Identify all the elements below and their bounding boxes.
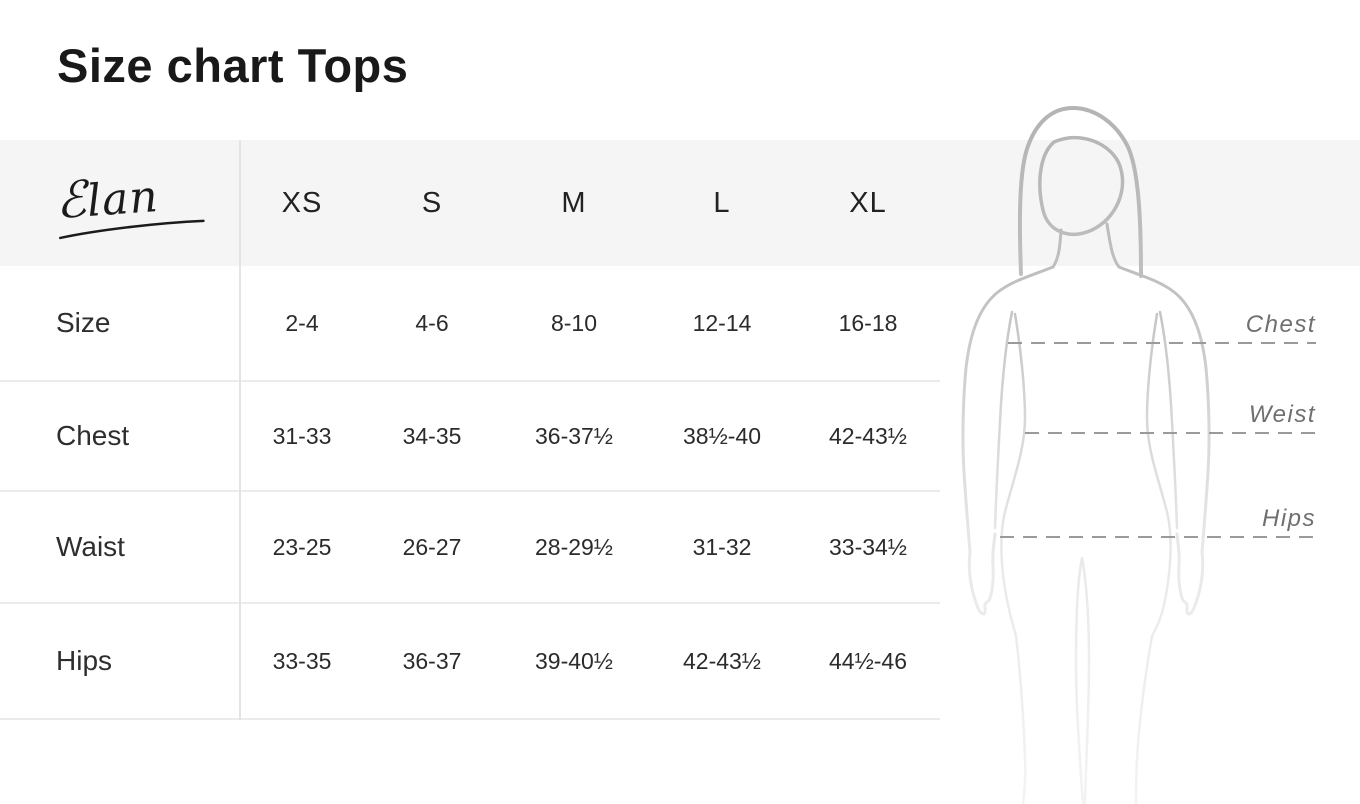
waist-m-value: 28-29½: [534, 533, 613, 560]
row-label-chest: Chest: [56, 420, 130, 451]
inner-legs-line: [1074, 556, 1091, 804]
table-row-hips: Hips 33-35 36-37 39-40½ 42-43½ 44½-46: [0, 604, 940, 720]
row-label-waist: Waist: [56, 531, 125, 562]
size-xl-value: 16-18: [838, 309, 898, 336]
right-arm-outline: [1117, 265, 1211, 616]
neck-left-line: [1051, 228, 1063, 269]
brand-logo-text: ℰlan: [53, 170, 161, 231]
column-header-xs: XS: [281, 186, 323, 219]
waist-l-value: 31-32: [692, 533, 752, 560]
face-outline: [1038, 135, 1125, 236]
row-label-size: Size: [56, 307, 111, 338]
waist-s-value: 26-27: [402, 533, 462, 560]
hips-xs-value: 33-35: [272, 647, 332, 674]
hair-outline: [1017, 106, 1143, 278]
waist-measure-label: Weist: [1249, 401, 1316, 428]
neck-right-line: [1105, 222, 1121, 269]
table-row-chest: Chest 31-33 34-35 36-37½ 38½-40 42-43½: [0, 382, 940, 492]
chest-xs-value: 31-33: [272, 422, 332, 449]
column-header-m: M: [561, 186, 587, 219]
table-row-size: Size 2-4 4-6 8-10 12-14 16-18: [0, 266, 940, 382]
hips-m-value: 39-40½: [534, 647, 613, 674]
brand-logo-underline: [59, 219, 205, 240]
chest-m-value: 36-37½: [534, 422, 613, 449]
table-header-row: ℰlan XS S M L XL: [0, 140, 940, 266]
table-row-waist: Waist 23-25 26-27 28-29½ 31-32 33-34½: [0, 492, 940, 604]
column-header-l: L: [713, 186, 731, 219]
chest-measure-label: Chest: [1246, 311, 1316, 338]
left-torso-leg-outline: [1000, 312, 1027, 804]
woman-silhouette: [961, 106, 1211, 804]
measurement-figure: Chest Weist Hips: [961, 106, 1316, 804]
waist-xl-value: 33-34½: [828, 533, 907, 560]
right-inner-arm-line: [1158, 310, 1179, 530]
left-inner-arm-line: [993, 310, 1014, 530]
row-label-hips: Hips: [56, 645, 113, 676]
column-header-s: S: [421, 186, 443, 219]
table-vertical-divider: [239, 140, 241, 720]
size-table: ℰlan XS S M L XL Size 2-4 4-6 8-10 12-14…: [0, 140, 940, 720]
right-torso-leg-outline: [1134, 312, 1172, 804]
column-header-xl: XL: [849, 186, 887, 219]
size-m-value: 8-10: [550, 309, 598, 336]
brand-cell: ℰlan: [0, 170, 240, 240]
hips-s-value: 36-37: [402, 647, 462, 674]
chest-s-value: 34-35: [402, 422, 462, 449]
page-title: Size chart Tops: [57, 39, 409, 92]
brand-logo: ℰlan: [54, 166, 206, 240]
brand-logo-initial: ℰ: [53, 170, 89, 231]
brand-logo-rest: lan: [85, 171, 161, 227]
size-xs-value: 2-4: [285, 309, 319, 336]
hips-l-value: 42-43½: [682, 647, 761, 674]
waist-xs-value: 23-25: [272, 533, 332, 560]
hips-xl-value: 44½-46: [828, 647, 907, 674]
size-s-value: 4-6: [415, 309, 449, 336]
size-l-value: 12-14: [692, 309, 752, 336]
hips-measure-label: Hips: [1262, 505, 1316, 532]
left-arm-outline: [961, 265, 1055, 616]
chest-l-value: 38½-40: [682, 422, 761, 449]
chest-xl-value: 42-43½: [828, 422, 907, 449]
